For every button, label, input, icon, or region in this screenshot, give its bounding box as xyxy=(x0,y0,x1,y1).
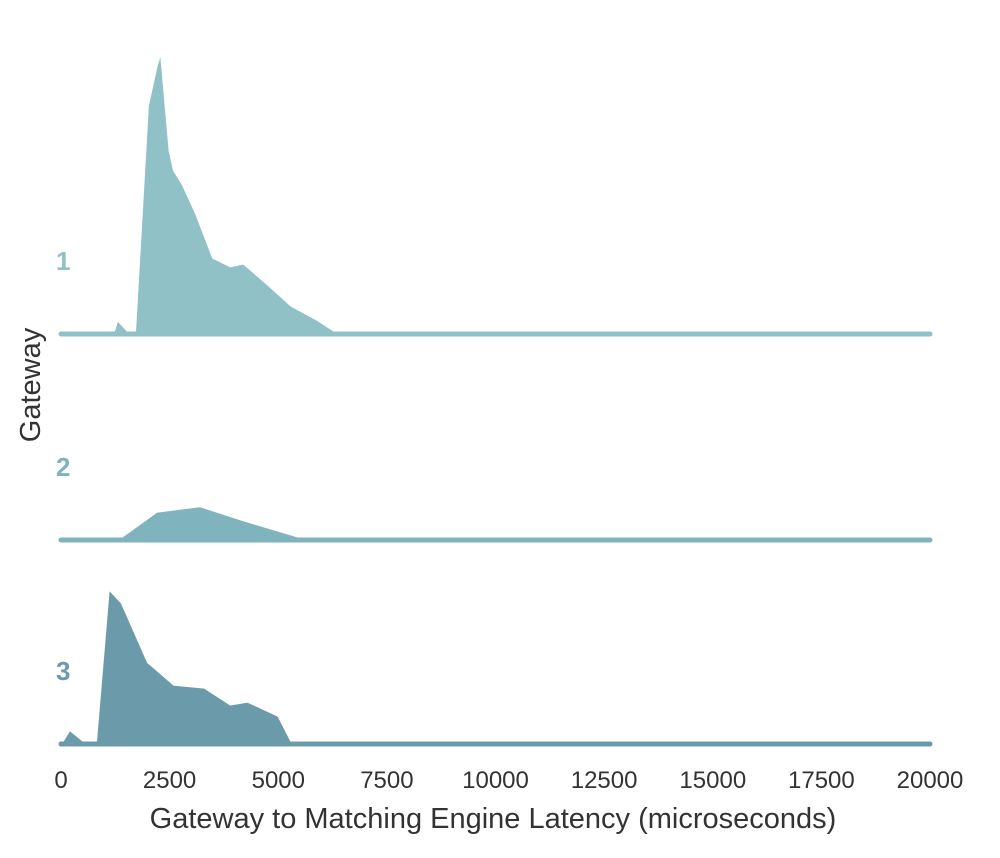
ridge-series-group xyxy=(58,51,933,747)
x-tick-label: 20000 xyxy=(897,767,964,794)
x-tick-label: 17500 xyxy=(788,767,855,794)
ridge-area-3 xyxy=(60,587,931,745)
x-tick-label: 0 xyxy=(54,767,67,794)
x-tick-label: 12500 xyxy=(571,767,638,794)
x-tick-label: 2500 xyxy=(143,767,196,794)
ridge-area-2 xyxy=(60,505,931,541)
row-label-3: 3 xyxy=(56,656,70,686)
x-axis-title: Gateway to Matching Engine Latency (micr… xyxy=(150,803,837,835)
row-labels: 1 2 3 xyxy=(56,246,70,686)
y-axis-title: Gateway xyxy=(15,327,47,442)
x-axis-ticks: 0 2500 5000 7500 10000 12500 15000 17500 20000 xyxy=(54,767,963,794)
row-label-1: 1 xyxy=(56,246,70,276)
row-label-2: 2 xyxy=(56,452,70,482)
x-tick-label: 7500 xyxy=(360,767,413,794)
ridge-area-1 xyxy=(60,51,931,335)
x-tick-label: 10000 xyxy=(462,767,529,794)
x-tick-label: 15000 xyxy=(679,767,746,794)
x-tick-label: 5000 xyxy=(252,767,305,794)
